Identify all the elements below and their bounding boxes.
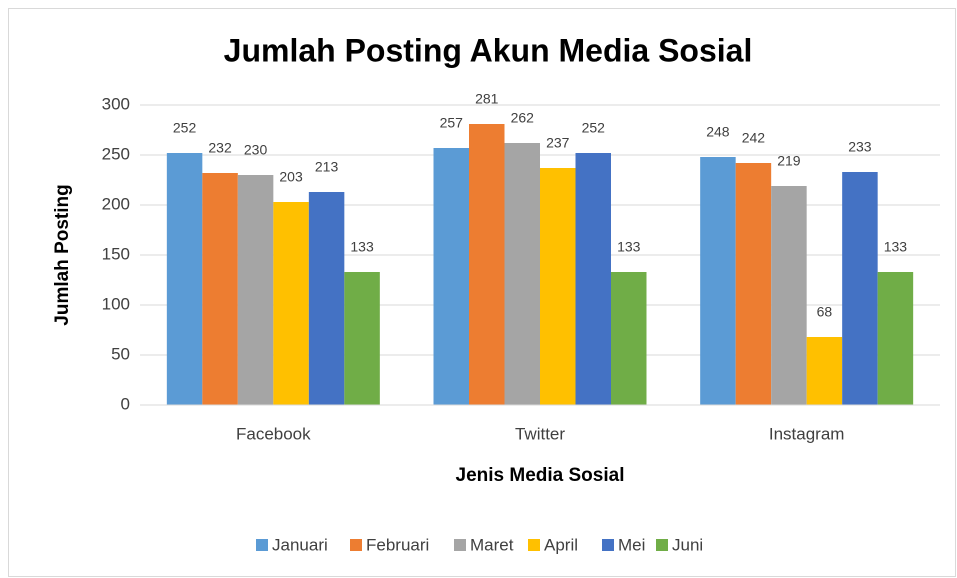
data-label: 68 bbox=[817, 304, 833, 320]
chart-title: Jumlah Posting Akun Media Sosial bbox=[224, 32, 753, 68]
data-label: 252 bbox=[173, 120, 197, 136]
y-tick-label: 300 bbox=[102, 94, 130, 113]
data-label: 232 bbox=[208, 140, 232, 156]
y-tick-label: 200 bbox=[102, 194, 130, 213]
bar bbox=[611, 272, 647, 405]
y-axis-label: Jumlah Posting bbox=[52, 184, 73, 325]
bar bbox=[308, 192, 345, 405]
legend-label: April bbox=[544, 535, 578, 554]
legend-label: Februari bbox=[366, 535, 429, 554]
bar bbox=[469, 124, 505, 405]
x-tick-label: Twitter bbox=[515, 424, 565, 443]
bar bbox=[771, 186, 807, 405]
legend-swatch bbox=[350, 539, 362, 551]
bar bbox=[575, 153, 611, 405]
legend-label: Juni bbox=[672, 535, 703, 554]
x-axis-label: Jenis Media Sosial bbox=[456, 465, 625, 486]
legend-swatch bbox=[256, 539, 268, 551]
data-label: 233 bbox=[848, 139, 872, 155]
data-label: 237 bbox=[546, 135, 570, 151]
bar bbox=[735, 163, 772, 405]
data-label: 203 bbox=[279, 169, 303, 185]
data-label: 257 bbox=[440, 115, 464, 131]
y-tick-label: 100 bbox=[102, 294, 130, 313]
bar bbox=[273, 202, 309, 405]
y-tick-label: 50 bbox=[111, 344, 130, 363]
data-label: 252 bbox=[582, 120, 606, 136]
legend-label: Januari bbox=[272, 535, 328, 554]
data-label: 262 bbox=[511, 110, 535, 126]
legend-swatch bbox=[454, 539, 466, 551]
data-label: 242 bbox=[742, 130, 766, 146]
legend-label: Maret bbox=[470, 535, 514, 554]
bar bbox=[504, 143, 540, 405]
bar bbox=[806, 337, 843, 405]
y-tick-label: 250 bbox=[102, 144, 130, 163]
bar bbox=[877, 272, 914, 405]
bar bbox=[700, 157, 736, 405]
bar bbox=[344, 272, 380, 405]
data-label: 133 bbox=[617, 239, 641, 255]
data-label: 133 bbox=[884, 239, 908, 255]
data-label: 133 bbox=[350, 239, 374, 255]
legend-swatch bbox=[602, 539, 614, 551]
data-label: 219 bbox=[777, 153, 801, 169]
y-tick-label: 0 bbox=[121, 394, 130, 413]
bar bbox=[842, 172, 878, 405]
data-label: 230 bbox=[244, 142, 268, 158]
bar bbox=[202, 173, 238, 405]
x-tick-label: Instagram bbox=[769, 424, 845, 443]
legend-swatch bbox=[656, 539, 668, 551]
data-label: 248 bbox=[706, 124, 730, 140]
bar bbox=[237, 175, 274, 405]
data-label: 281 bbox=[475, 91, 499, 107]
y-tick-label: 150 bbox=[102, 244, 130, 263]
legend-swatch bbox=[528, 539, 540, 551]
x-tick-label: Facebook bbox=[236, 424, 311, 443]
bar bbox=[433, 148, 469, 405]
data-label: 213 bbox=[315, 159, 339, 175]
bar bbox=[540, 168, 576, 405]
legend-label: Mei bbox=[618, 535, 645, 554]
bar bbox=[166, 153, 203, 405]
